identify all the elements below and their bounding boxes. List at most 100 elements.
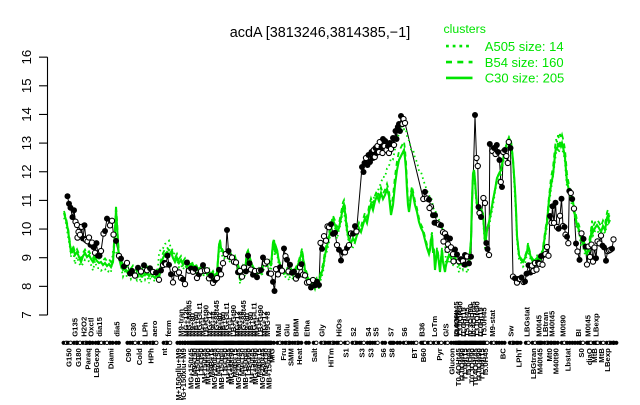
svg-text:BMM: BMM [292,318,301,336]
svg-text:13: 13 [19,136,34,151]
svg-text:14: 14 [19,107,34,122]
svg-text:MtB: MtB [597,348,606,363]
svg-text:MG+150t45: MG+150t45 [234,347,243,389]
svg-text:T5.0H45: T5.0H45 [462,307,471,337]
svg-text:S8: S8 [388,347,397,357]
svg-text:Salt: Salt [310,348,319,363]
svg-text:M9+80: M9+80 [243,313,252,337]
svg-text:MG+150t45: MG+150t45 [210,347,219,389]
svg-text:SMMPy: SMMPy [453,309,462,337]
svg-text:acdA [3813246,3814385,−1]: acdA [3813246,3814385,−1] [230,25,410,41]
svg-text:MG+88t90: MG+88t90 [203,348,212,385]
svg-text:clusters: clusters [444,22,486,36]
svg-text:M9+150: M9+150 [237,348,246,376]
svg-text:S3: S3 [358,348,367,357]
svg-text:I0.4OHt45: I0.4OHt45 [469,301,478,337]
svg-text:LBtran: LBtran [541,312,550,337]
svg-text:M9+80: M9+80 [215,313,224,337]
svg-text:T3.0OH90: T3.0OH90 [456,301,465,336]
svg-text:M0t45: M0t45 [534,314,543,337]
svg-text:A505 size: 14: A505 size: 14 [485,39,564,54]
svg-text:M40t45: M40t45 [536,347,545,374]
svg-text:BT: BT [410,348,419,359]
svg-text:MG+150xlu+M9: MG+150xlu+M9 [179,348,188,400]
svg-text:M9G+8: M9G+8 [209,311,218,337]
svg-text:10: 10 [19,222,34,237]
svg-text:12: 12 [19,164,34,179]
svg-text:Oxctl: Oxctl [87,318,96,337]
svg-text:M9B+15: M9B+15 [231,347,240,377]
svg-text:H2O2: H2O2 [80,317,89,337]
svg-text:MG+GLt1: MG+GLt1 [249,302,258,337]
svg-text:I0.3OH90: I0.3OH90 [466,304,475,337]
svg-text:LBGexp: LBGexp [92,348,101,378]
svg-text:HiTm: HiTm [327,348,336,367]
svg-text:M9B+15: M9B+15 [207,347,216,377]
svg-text:GM+150gllu+M9: GM+150gllu+M9 [174,348,183,400]
svg-text:S4: S4 [364,327,373,337]
svg-text:dia5: dia5 [113,321,122,337]
svg-text:aero: aero [150,320,159,337]
svg-text:LBGtran: LBGtran [529,348,538,379]
svg-text:S5: S5 [372,327,381,337]
svg-text:LB+Gt90: LB+Gt90 [256,305,265,337]
svg-text:Gly: Gly [318,324,327,337]
svg-text:M0t90: M0t90 [558,315,567,337]
svg-text:C30 size: 205: C30 size: 205 [485,71,565,86]
svg-text:M9+80: M9+80 [188,313,197,337]
svg-text:LPhT: LPhT [514,348,523,368]
svg-text:MG+88t45: MG+88t45 [212,300,221,337]
svg-text:T0.4OHt45: T0.4OHt45 [454,347,463,386]
svg-text:M9B+15: M9B+15 [254,347,263,377]
svg-text:M/G: M/G [268,348,277,363]
svg-text:M9-stat: M9-stat [488,309,497,336]
svg-text:S1: S1 [342,347,351,357]
svg-text:7: 7 [19,311,34,318]
svg-text:Glucon: Glucon [448,348,457,375]
svg-text:T5.0H45: T5.0H45 [479,307,488,337]
svg-text:MB+80: MB+80 [219,312,228,337]
svg-text:M+Gl: M+Gl [253,318,262,337]
svg-text:BC: BC [498,348,507,360]
svg-text:Pyr: Pyr [435,348,444,360]
svg-text:HPh: HPh [147,348,156,364]
svg-text:MG+GLt1: MG+GLt1 [222,302,231,337]
svg-text:LB+Gt90: LB+Gt90 [202,305,211,337]
svg-text:G135: G135 [71,317,80,337]
svg-text:M40t90: M40t90 [552,348,561,374]
svg-text:9: 9 [19,254,34,261]
svg-text:SMM: SMM [287,348,296,366]
svg-text:S0: S0 [577,348,586,357]
svg-text:MG+150t45: MG+150t45 [258,347,267,389]
svg-text:MG+88t90: MG+88t90 [251,348,260,385]
svg-text:C90: C90 [124,348,133,362]
svg-text:LB+150: LB+150 [197,348,206,376]
svg-text:M9+150: M9+150 [190,348,199,376]
svg-text:I3.0OH90: I3.0OH90 [474,348,483,381]
svg-text:M+Gl: M+Gl [226,318,235,337]
svg-text:S6: S6 [379,348,388,357]
svg-text:MG+150t45: MG+150t45 [186,347,195,389]
svg-text:S3: S3 [367,348,376,357]
svg-text:HiOs: HiOs [335,319,344,337]
svg-text:MB+80: MB+80 [192,312,201,337]
svg-text:S7: S7 [387,327,396,336]
svg-text:MG+12: MG+12 [205,311,214,336]
svg-text:Heat: Heat [295,348,304,365]
svg-text:Fru: Fru [279,348,288,361]
svg-text:BI: BI [574,329,583,337]
svg-text:T0.4OHt45: T0.4OHt45 [471,347,480,386]
svg-text:I1.0Ht15: I1.0Ht15 [476,307,485,337]
svg-text:diaO: diaO [585,348,594,365]
svg-text:M9-tran: M9-tran [177,309,186,337]
svg-text:16: 16 [19,50,34,65]
svg-text:LoTm: LoTm [430,316,439,337]
svg-text:I1.0Ht15: I1.0Ht15 [459,307,468,337]
svg-text:T1.0Ht15: T1.0Ht15 [478,347,487,380]
svg-text:B36: B36 [418,323,427,337]
svg-text:Lbstat: Lbstat [564,348,573,372]
svg-text:MB+150glu: MB+150glu [241,348,250,389]
svg-text:LB+150: LB+150 [244,348,253,376]
svg-text:MB+150glu: MB+150glu [265,348,274,389]
svg-text:M9G+8: M9G+8 [236,311,245,337]
